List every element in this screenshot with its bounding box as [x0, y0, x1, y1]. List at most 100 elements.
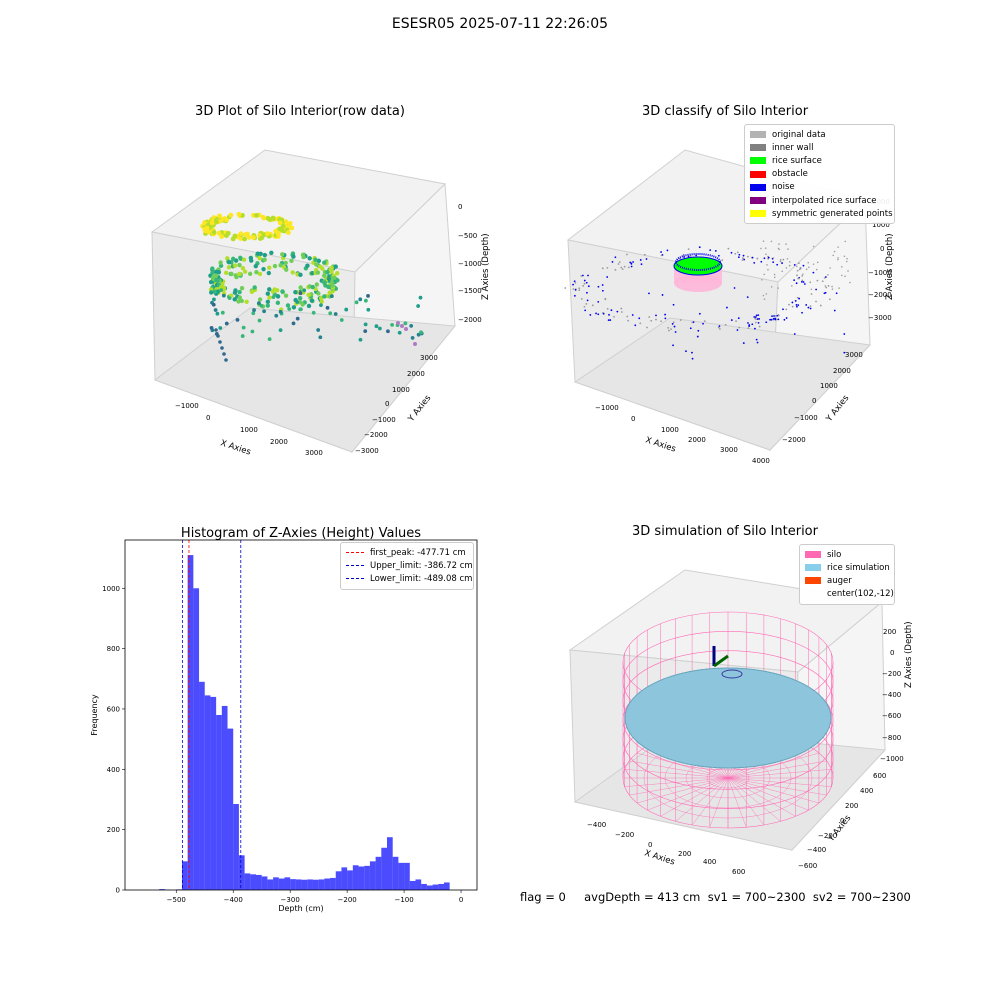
raw-point — [330, 283, 335, 288]
classify-point — [668, 329, 670, 332]
classify-point — [756, 341, 759, 344]
classify-xtick: 1000 — [661, 426, 679, 434]
y-tick-label: 0 — [116, 887, 120, 895]
classify-point — [777, 314, 780, 317]
histogram-bar — [352, 865, 359, 890]
raw-point — [298, 291, 303, 296]
histogram-bar — [244, 873, 251, 890]
classify-ytick: 1000 — [820, 382, 838, 390]
classify-point — [730, 251, 733, 254]
classify-point — [758, 317, 761, 320]
classify-point — [646, 326, 648, 329]
legend-item: center(102,-12) — [805, 588, 894, 601]
histogram-bar — [438, 883, 444, 890]
raw-point — [223, 270, 229, 275]
y-tick-label: 1000 — [102, 585, 120, 593]
classify-point — [607, 319, 610, 322]
classify-point — [781, 262, 783, 264]
histogram-bar — [369, 861, 376, 890]
simulation-z-ticks: 200 0 −200 −400 −600 −800 −1000 — [880, 628, 904, 763]
classify-point — [772, 317, 775, 320]
histogram-bar — [426, 885, 433, 890]
classify-point — [736, 251, 739, 254]
classify-point — [832, 254, 834, 257]
histogram-bar — [404, 862, 410, 890]
classify-point — [574, 294, 576, 297]
raw-ytick: 1000 — [392, 386, 410, 394]
classify-point — [661, 294, 664, 296]
classify-point — [809, 305, 812, 308]
raw-point — [251, 235, 256, 240]
classify-ytick: −2000 — [782, 436, 806, 444]
raw-point — [306, 292, 311, 298]
raw-point — [318, 335, 323, 340]
raw-point — [224, 358, 228, 362]
classify-point — [763, 273, 765, 276]
raw-point — [265, 291, 271, 296]
raw-xtick: −1000 — [175, 402, 199, 410]
raw-point — [276, 232, 281, 237]
classify-point — [672, 344, 674, 347]
classify-point — [734, 252, 737, 255]
histogram-bar — [443, 882, 450, 890]
classify-point — [746, 296, 749, 299]
classify-point — [846, 260, 848, 263]
raw-point — [329, 269, 334, 274]
raw-point — [301, 254, 306, 260]
classify-point — [618, 261, 621, 264]
classify-point — [602, 312, 605, 315]
classify-point — [755, 318, 757, 321]
histogram-bar — [409, 880, 416, 890]
legend-swatch — [750, 157, 766, 165]
raw-point — [277, 226, 283, 232]
histogram-bar — [193, 588, 200, 890]
classify-point — [833, 309, 836, 312]
raw-point — [416, 332, 421, 337]
classify-ytick: 3000 — [845, 351, 863, 359]
classify-point — [837, 258, 839, 261]
classify-point — [638, 317, 641, 320]
raw-point — [224, 321, 229, 326]
classify-point — [827, 284, 830, 287]
classify-point — [698, 312, 701, 315]
raw-point — [256, 301, 261, 306]
raw-point — [293, 289, 298, 295]
histogram-legend: first_peak: -477.71 cm Upper_limit: -386… — [340, 542, 474, 590]
legend-label: rice surface — [772, 155, 822, 166]
classify-point — [578, 289, 581, 292]
classify-point — [672, 321, 675, 324]
classify-point — [616, 310, 619, 313]
raw-point — [416, 304, 421, 308]
raw-point — [230, 236, 236, 242]
raw-point — [280, 223, 286, 229]
classify-point — [795, 282, 798, 285]
legend-item: auger — [805, 574, 889, 587]
silo-floor-spoke — [727, 769, 832, 779]
classify-point — [788, 264, 791, 267]
raw-point — [325, 305, 330, 310]
x-tick-label: −100 — [394, 896, 413, 904]
simulation-y-ticks: 600 400 200 0 −200 −400 −600 — [798, 772, 886, 870]
histogram-y-label: Frequency — [90, 694, 99, 736]
raw-point — [291, 321, 296, 326]
raw-point — [298, 307, 303, 312]
histogram-bar — [210, 696, 217, 890]
raw-ytick: 2000 — [407, 370, 425, 378]
classify-point — [801, 279, 804, 282]
classify-point — [671, 323, 674, 325]
classify-xtick: 2000 — [688, 436, 706, 444]
classify-point — [736, 329, 739, 331]
raw-point — [249, 289, 255, 295]
classify-point — [808, 266, 810, 269]
classify-point — [791, 285, 793, 287]
raw-point — [307, 256, 312, 261]
classify-point — [835, 292, 838, 295]
simulation-xtick: 0 — [648, 841, 652, 849]
raw-point — [218, 263, 224, 268]
raw-point — [240, 213, 245, 218]
classify-point — [821, 280, 824, 283]
classify-point — [583, 279, 586, 282]
classify-point — [847, 270, 849, 272]
raw-point — [214, 269, 219, 275]
classify-point — [788, 303, 790, 306]
